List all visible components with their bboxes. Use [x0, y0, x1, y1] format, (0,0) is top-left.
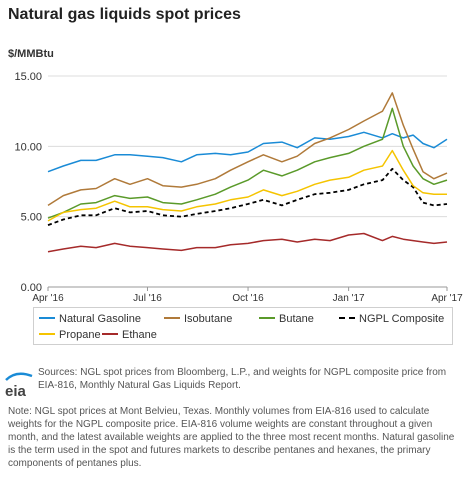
legend-swatch [164, 317, 180, 320]
legend-label: Natural Gasoline [59, 313, 141, 325]
series-line-isobutane [47, 92, 448, 207]
chart-legend: Natural Gasoline Isobutane Butane NGPL Comp… [33, 307, 453, 345]
legend-swatch [39, 317, 55, 320]
series-line-natural-gasoline [47, 131, 448, 173]
y-axis-unit-label: $/MMBtu [8, 48, 54, 60]
legend-swatch [259, 317, 275, 320]
series-line-butane [47, 107, 448, 219]
y-tick-label: 0.00 [21, 282, 42, 294]
legend-item: Isobutane [164, 312, 232, 326]
gridlines [48, 75, 447, 288]
x-axis-ticks: Apr '16 Jul '16 Oct '16 Jan '17 Apr '17 [32, 287, 463, 304]
legend-swatch [339, 317, 355, 320]
legend-label: Ethane [122, 329, 157, 341]
sources-text: Sources: NGL spot prices from Bloomberg,… [38, 367, 447, 391]
x-tick-label: Apr '16 [32, 293, 64, 304]
legend-label: Propane [59, 329, 101, 341]
legend-item: Propane [39, 328, 101, 342]
x-tick-label: Jan '17 [333, 293, 365, 304]
y-tick-label: 5.00 [21, 212, 42, 224]
chart-title: Natural gas liquids spot prices [8, 6, 241, 23]
legend-item: Butane [259, 312, 314, 326]
y-axis-ticks: 0.00 5.00 10.00 15.00 [14, 71, 42, 294]
legend-item: Natural Gasoline [39, 312, 141, 326]
x-tick-label: Jul '16 [133, 293, 162, 304]
line-chart: 0.00 5.00 10.00 15.00 Apr '16 Jul '16 Oct '16… [14, 71, 463, 304]
note-text: Note: NGL spot prices at Mont Belvieu, T… [8, 406, 455, 469]
legend-item: Ethane [102, 328, 157, 342]
x-tick-label: Apr '17 [431, 293, 463, 304]
legend-label: Butane [279, 313, 314, 325]
eia-logo: eia [5, 372, 33, 400]
series-line-propane [47, 149, 447, 222]
legend-swatch [39, 333, 55, 336]
svg-text:eia: eia [5, 383, 27, 400]
y-tick-label: 10.00 [14, 141, 42, 153]
legend-item: NGPL Composite [339, 312, 444, 326]
series-lines [47, 92, 448, 253]
legend-label: Isobutane [184, 313, 233, 325]
legend-label: NGPL Composite [359, 313, 445, 325]
legend-swatch [102, 333, 118, 336]
y-tick-label: 15.00 [14, 71, 42, 83]
series-line-ethane [47, 232, 448, 253]
x-tick-label: Oct '16 [232, 293, 264, 304]
